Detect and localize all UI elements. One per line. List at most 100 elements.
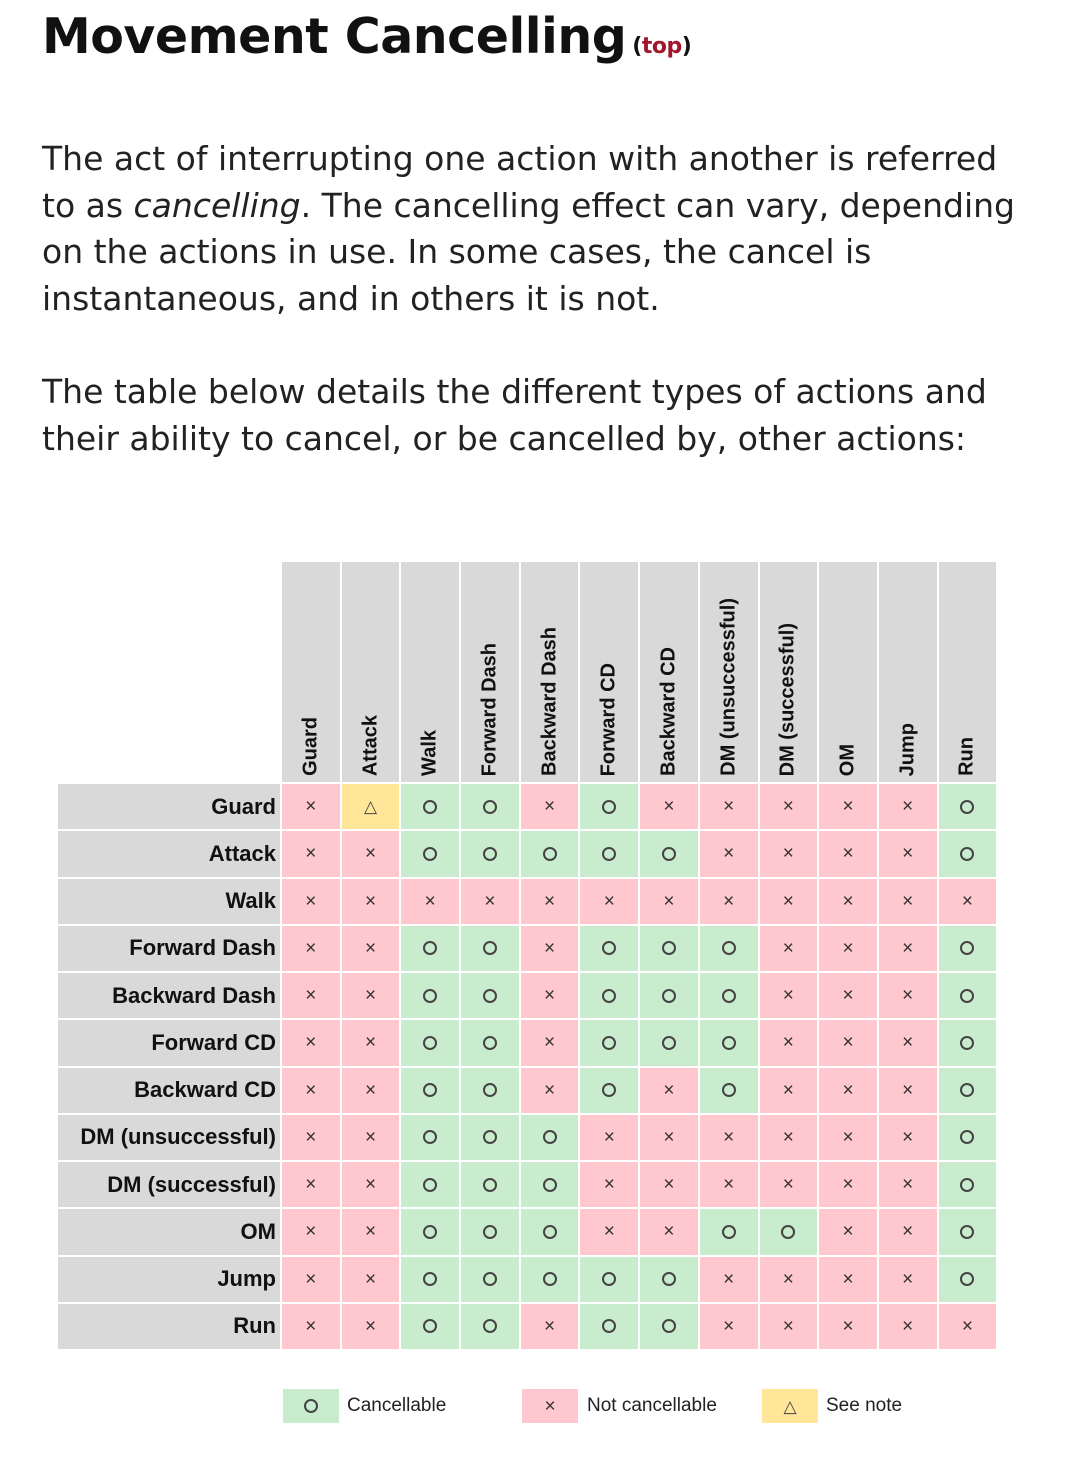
table-cell: × [757, 782, 818, 830]
table-cell: × [339, 1207, 400, 1255]
column-header-dm-unsuccessful: DM (unsuccessful) [697, 562, 758, 782]
cross-icon: × [902, 843, 914, 865]
cross-icon: × [484, 890, 496, 912]
page-title: Movement Cancelling (top) [42, 8, 692, 65]
table-cell: × [876, 782, 937, 830]
table-cell [936, 1018, 997, 1066]
column-header-guard: Guard [280, 562, 340, 782]
circle-icon [423, 1319, 438, 1334]
circle-icon [423, 799, 438, 814]
column-header-label: Run [955, 737, 978, 776]
table-cell: × [339, 1018, 400, 1066]
triangle-warning-icon: △ [783, 1396, 797, 1416]
cross-icon: × [782, 796, 794, 818]
cross-icon: × [305, 843, 317, 865]
cross-icon: × [364, 937, 377, 959]
table-cell [518, 1254, 579, 1302]
table-cell: × [339, 876, 400, 924]
cross-icon: × [544, 890, 556, 912]
circle-icon [602, 1319, 617, 1334]
cross-icon: × [663, 1126, 675, 1148]
circle-icon [661, 988, 676, 1003]
cross-icon: × [364, 1079, 377, 1101]
table-cell: × [518, 782, 579, 830]
table-cell: × [459, 876, 519, 924]
table-cell: × [876, 1254, 937, 1302]
table-cell [518, 1207, 579, 1255]
cross-icon: × [603, 1221, 615, 1243]
table-cell [638, 1254, 698, 1302]
cross-icon: × [782, 1079, 794, 1101]
legend-label-cancellable: Cancellable [347, 1395, 447, 1416]
top-link-open-paren: ( [632, 34, 642, 59]
cross-icon: × [544, 1395, 556, 1417]
circle-icon [602, 988, 617, 1003]
circle-icon [721, 941, 736, 956]
table-cell: × [638, 1160, 698, 1208]
circle-icon [423, 1177, 438, 1192]
top-link-wrapper: (top) [632, 34, 691, 59]
top-link[interactable]: top [641, 34, 682, 59]
table-cell: × [817, 1254, 877, 1302]
circle-icon [602, 1272, 617, 1287]
cross-icon: × [842, 1315, 854, 1337]
table-cell [518, 1160, 579, 1208]
circle-icon [542, 1177, 557, 1192]
table-cell [399, 923, 460, 971]
row-header-dm-successful: DM (successful) [58, 1160, 280, 1208]
cross-icon: × [364, 1268, 377, 1290]
legend-swatch-cancellable [283, 1389, 339, 1423]
table-cell: × [518, 923, 579, 971]
circle-icon [960, 1224, 975, 1239]
cross-icon: × [663, 1221, 675, 1243]
cross-icon: × [364, 985, 377, 1007]
table-cell [578, 1018, 639, 1066]
column-header-label: Guard [299, 717, 322, 776]
cross-icon: × [782, 1174, 794, 1196]
cross-icon: × [364, 890, 377, 912]
circle-icon [542, 1224, 557, 1239]
cross-icon: × [364, 1174, 377, 1196]
column-header-jump: Jump [876, 562, 937, 782]
table-cell: × [817, 1112, 877, 1160]
circle-icon [482, 846, 497, 861]
circle-icon [542, 1130, 557, 1145]
cross-icon: × [842, 937, 854, 959]
table-cell: × [817, 971, 877, 1019]
table-cell [578, 1254, 639, 1302]
circle-icon [482, 1083, 497, 1098]
cross-icon: × [842, 796, 854, 818]
table-cell [578, 971, 639, 1019]
table-cell [697, 1065, 758, 1113]
circle-icon [482, 1035, 497, 1050]
table-cell: × [817, 1160, 877, 1208]
table-cell [399, 829, 460, 877]
cross-icon: × [902, 1079, 914, 1101]
circle-icon [960, 1035, 975, 1050]
table-cell [697, 1018, 758, 1066]
table-cell [638, 1301, 698, 1349]
table-cell [936, 1207, 997, 1255]
table-cell: × [339, 829, 400, 877]
cross-icon: × [842, 1032, 854, 1054]
circle-icon [602, 846, 617, 861]
table-cell: × [280, 1301, 340, 1349]
table-cell: × [518, 876, 579, 924]
table-cell: × [638, 1112, 698, 1160]
table-cell: × [339, 1301, 400, 1349]
table-cell: × [876, 1018, 937, 1066]
column-header-forward-dash: Forward Dash [459, 562, 519, 782]
table-cell: × [757, 1254, 818, 1302]
table-cell: × [280, 923, 340, 971]
column-header-label: OM [836, 743, 859, 776]
table-cell: × [697, 829, 758, 877]
cross-icon: × [305, 1268, 317, 1290]
row-header-attack: Attack [58, 829, 280, 877]
table-cell [578, 923, 639, 971]
cross-icon: × [364, 1032, 377, 1054]
table-cell: × [339, 923, 400, 971]
table-cell [578, 782, 639, 830]
table-cell [638, 923, 698, 971]
cross-icon: × [364, 843, 377, 865]
table-cell [459, 1065, 519, 1113]
